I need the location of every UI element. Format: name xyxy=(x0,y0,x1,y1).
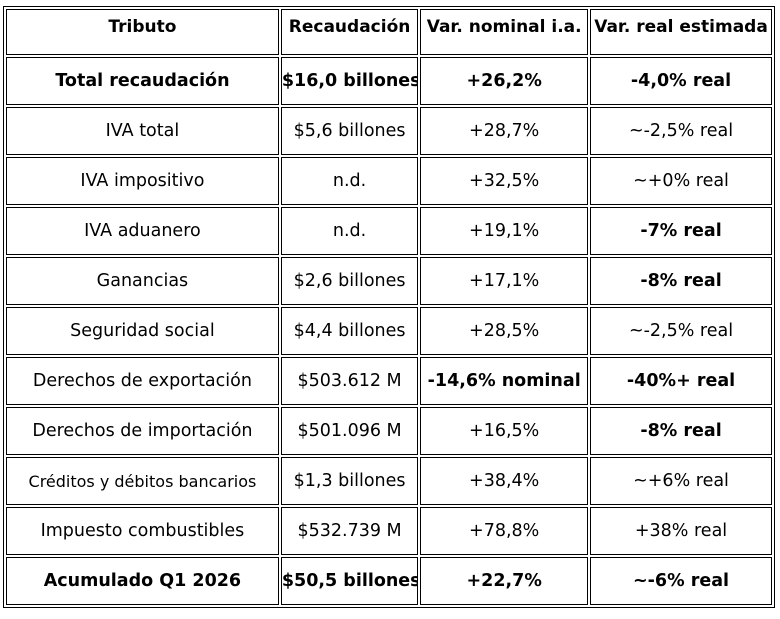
cell-tributo: Acumulado Q1 2026 xyxy=(6,557,279,605)
cell-tributo: IVA impositivo xyxy=(6,157,279,205)
cell-var-nominal: +28,5% xyxy=(420,307,589,355)
table-row-iva-aduanero: IVA aduanero n.d. +19,1% -7% real xyxy=(6,207,772,255)
table-row-derechos-importacion: Derechos de importación $501.096 M +16,5… xyxy=(6,407,772,455)
table-row-total-recaudacion: Total recaudación $16,0 billones +26,2% … xyxy=(6,57,772,105)
cell-var-real: -7% real xyxy=(590,207,772,255)
cell-tributo: Créditos y débitos bancarios xyxy=(6,457,279,505)
header-var-nominal: Var. nominal i.a. xyxy=(420,9,589,55)
cell-recaudacion: $532.739 M xyxy=(280,507,419,555)
cell-recaudacion: $501.096 M xyxy=(280,407,419,455)
header-var-real: Var. real estimada xyxy=(590,9,772,55)
cell-var-nominal: +78,8% xyxy=(420,507,589,555)
header-recaudacion: Recaudación xyxy=(280,9,419,55)
cell-var-nominal: +32,5% xyxy=(420,157,589,205)
cell-var-nominal: -14,6% nominal xyxy=(420,357,589,405)
cell-var-real: ~-2,5% real xyxy=(590,107,772,155)
cell-var-real: -8% real xyxy=(590,407,772,455)
cell-var-nominal: +17,1% xyxy=(420,257,589,305)
cell-tributo: IVA aduanero xyxy=(6,207,279,255)
cell-tributo: Ganancias xyxy=(6,257,279,305)
table-row-creditos-debitos-bancarios: Créditos y débitos bancarios $1,3 billon… xyxy=(6,457,772,505)
cell-var-real: ~+6% real xyxy=(590,457,772,505)
cell-tributo: Derechos de exportación xyxy=(6,357,279,405)
cell-var-real: -8% real xyxy=(590,257,772,305)
cell-tributo: IVA total xyxy=(6,107,279,155)
table-row-seguridad-social: Seguridad social $4,4 billones +28,5% ~-… xyxy=(6,307,772,355)
cell-tributo: Impuesto combustibles xyxy=(6,507,279,555)
table-row-derechos-exportacion: Derechos de exportación $503.612 M -14,6… xyxy=(6,357,772,405)
cell-recaudacion: $16,0 billones xyxy=(280,57,419,105)
cell-recaudacion: $2,6 billones xyxy=(280,257,419,305)
cell-recaudacion: $5,6 billones xyxy=(280,107,419,155)
cell-var-nominal: +22,7% xyxy=(420,557,589,605)
table-row-iva-total: IVA total $5,6 billones +28,7% ~-2,5% re… xyxy=(6,107,772,155)
cell-recaudacion: $1,3 billones xyxy=(280,457,419,505)
cell-recaudacion: n.d. xyxy=(280,157,419,205)
cell-recaudacion: $503.612 M xyxy=(280,357,419,405)
cell-var-nominal: +26,2% xyxy=(420,57,589,105)
header-tributo: Tributo xyxy=(6,9,279,55)
cell-recaudacion: $4,4 billones xyxy=(280,307,419,355)
header-row: Tributo Recaudación Var. nominal i.a. Va… xyxy=(6,9,772,55)
table-row-iva-impositivo: IVA impositivo n.d. +32,5% ~+0% real xyxy=(6,157,772,205)
cell-var-real: ~-6% real xyxy=(590,557,772,605)
cell-var-nominal: +16,5% xyxy=(420,407,589,455)
cell-var-real: ~-2,5% real xyxy=(590,307,772,355)
cell-var-real: -4,0% real xyxy=(590,57,772,105)
cell-var-nominal: +19,1% xyxy=(420,207,589,255)
cell-tributo: Seguridad social xyxy=(6,307,279,355)
cell-tributo: Derechos de importación xyxy=(6,407,279,455)
cell-var-nominal: +38,4% xyxy=(420,457,589,505)
cell-recaudacion: n.d. xyxy=(280,207,419,255)
cell-var-nominal: +28,7% xyxy=(420,107,589,155)
table-row-impuesto-combustibles: Impuesto combustibles $532.739 M +78,8% … xyxy=(6,507,772,555)
cell-var-real: -40%+ real xyxy=(590,357,772,405)
cell-var-real: +38% real xyxy=(590,507,772,555)
cell-tributo: Total recaudación xyxy=(6,57,279,105)
cell-var-real: ~+0% real xyxy=(590,157,772,205)
recaudacion-table: Tributo Recaudación Var. nominal i.a. Va… xyxy=(3,6,775,608)
table-row-acumulado-q1: Acumulado Q1 2026 $50,5 billones +22,7% … xyxy=(6,557,772,605)
table-row-ganancias: Ganancias $2,6 billones +17,1% -8% real xyxy=(6,257,772,305)
cell-recaudacion: $50,5 billones xyxy=(280,557,419,605)
